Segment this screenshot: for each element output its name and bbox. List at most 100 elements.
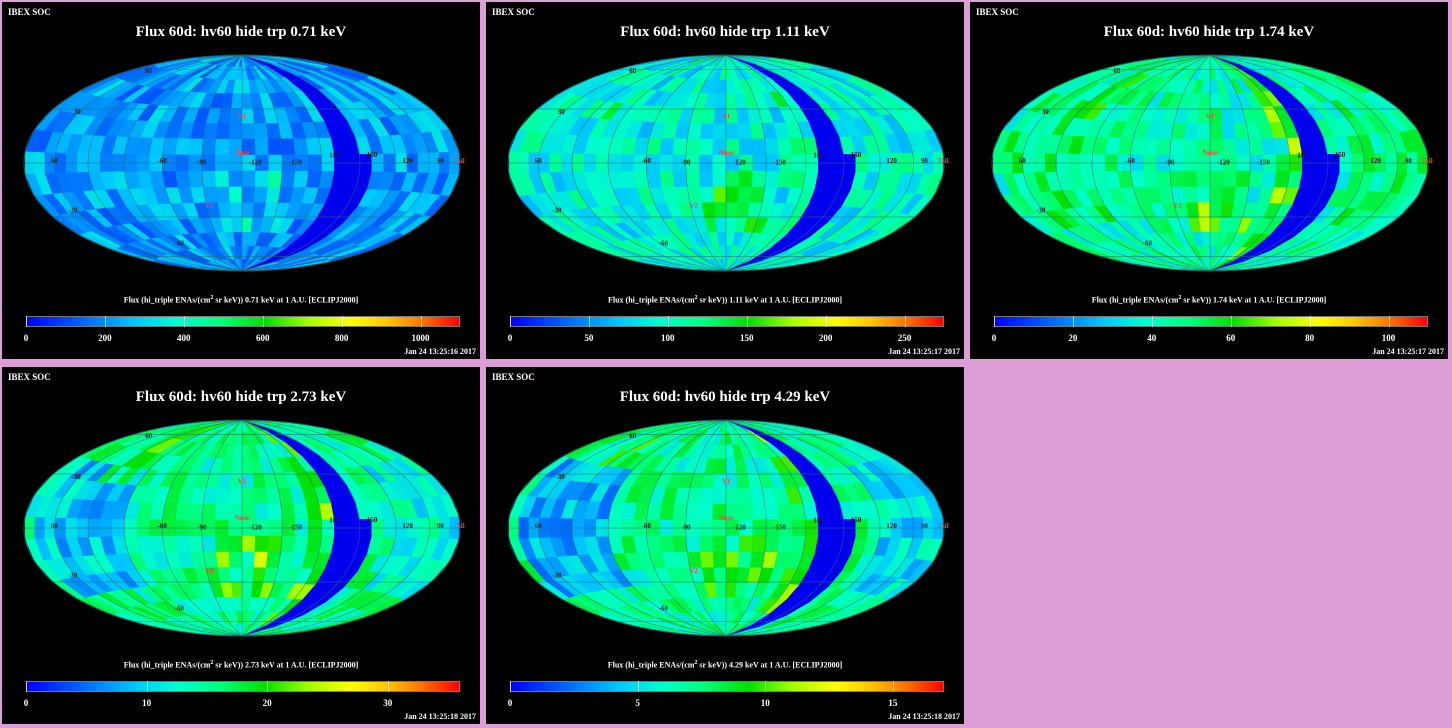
map-label: 60 [629,432,637,440]
colorbar-tick-mark [637,681,639,692]
flux-cell [231,458,243,474]
flux-map-panel-2-73kev: 60 30 60 V1 -60 -90 Nose -120 -150 180 150 120 90 Tai… [2,367,480,724]
flux-cell [215,551,231,568]
colorbar-tick-mark [267,681,269,692]
map-outline [991,54,1429,272]
flux-cell [253,186,269,203]
flux-cell [725,551,740,568]
sky-map-svg: 60 30 60 V1 -60 -90 Nose-120 -150 180 150 120 90 Tai… [507,419,949,637]
flux-cell [699,123,715,140]
colorbar-tick-mark [994,316,995,327]
flux-cell [1156,170,1172,188]
map-label: Tail [937,522,948,530]
map-label: Nose [235,514,249,522]
map-label: 180 [813,516,824,524]
map-label: 90 [437,157,445,165]
flux-cell [214,503,230,521]
colorbar-tick-mark [904,316,906,327]
colorbar-tick-mark [746,316,748,327]
flux-cell [764,535,780,553]
map-label: Tail [453,157,464,165]
flux-cell [659,138,675,156]
sky-map [24,55,460,271]
flux-cell [685,138,701,156]
flux-cell [712,535,727,553]
map-label: 90 [1405,157,1413,165]
map-label: 30 [74,108,82,116]
flux-cell [267,503,283,521]
map-outline [507,419,945,637]
map-label: -60 [175,240,185,248]
flux-cell [659,535,675,553]
map-label: -30 [552,207,562,215]
map-label: 60 [145,67,153,75]
sky-map-svg: 60 30 60 V1 -60 -90 Nose-120 -150 180 150 120 90 Tai… [991,54,1433,272]
flux-cell [712,123,727,140]
map-label: 60 [1019,157,1027,165]
colorbar-tick-label: 100 [1381,333,1396,343]
flux-cell [712,170,727,188]
flux-cell [1196,186,1211,203]
flux-cell [1235,138,1251,156]
flux-cell [254,535,270,553]
flux-cell [725,123,740,140]
map-label: -120 [733,158,746,166]
colorbar-tick-label: 0 [23,333,29,343]
map-label: 120 [886,157,897,165]
flux-cell [1143,138,1159,156]
flux-cell [737,186,753,203]
flux-cell [764,138,780,156]
colorbar-tick-mark [387,681,389,692]
map-label: 150 [851,516,862,524]
flux-cell [293,503,309,521]
colorbar-tick-mark [341,316,343,327]
map-label: -90 [1165,158,1175,166]
flux-cell [215,186,231,203]
colorbar-tick-label: 10 [760,698,770,708]
flux-map-panel-4-29kev: 60 30 60 V1 -60 -90 Nose -120 -150 180 150 120 90 Tai… [486,367,964,724]
map-label: V1 [722,112,731,120]
map-label: 150 [367,151,378,159]
colorbar-tick-mark [588,316,590,327]
timestamp: Jan 24 13:25:16 2017 [404,347,476,356]
flux-cell [228,123,243,140]
colorbar-tick-mark [1309,316,1311,327]
map-label: 180 [1297,151,1308,159]
flux-cell [1196,123,1211,140]
header-label: IBEX SOC [492,372,535,382]
flux-cell [699,186,715,203]
flux-cell [1169,138,1185,156]
flux-cell [713,202,727,219]
timestamp: Jan 24 13:25:18 2017 [404,712,476,721]
colorbar-tick-label: 0 [507,333,513,343]
header-label: IBEX SOC [492,7,535,17]
map-label: 60 [535,522,543,530]
map-label: 30 [74,473,82,481]
map-label: 60 [145,432,153,440]
flux-cell [712,551,727,568]
flux-cell [659,170,675,188]
flux-cell [738,170,754,188]
chart-title: Flux 60d: hv60 hide trp 2.73 keV [135,389,347,405]
flux-cell [1221,123,1237,140]
flux-cell [253,488,269,505]
chart-title: Flux 60d: hv60 hide trp 0.71 keV [135,24,347,40]
flux-cell [254,503,270,521]
map-label: Nose [1203,149,1217,157]
flux-cell [1261,138,1277,156]
map-label: 150 [851,151,862,159]
flux-cell [1261,170,1277,188]
colorbar-tick-mark [104,316,106,327]
colorbar-tick-mark [1230,316,1232,327]
flux-cell [293,535,309,553]
header-label: IBEX SOC [8,372,51,382]
flux-cell [201,503,217,521]
flux-cell [241,123,256,140]
map-label: Nose [235,149,249,157]
map-label: 60 [629,67,637,75]
flux-cell [764,503,780,521]
flux-cell [201,535,217,553]
flux-cell [1235,170,1251,188]
flux-cell [228,535,243,553]
map-label: 150 [1335,151,1346,159]
